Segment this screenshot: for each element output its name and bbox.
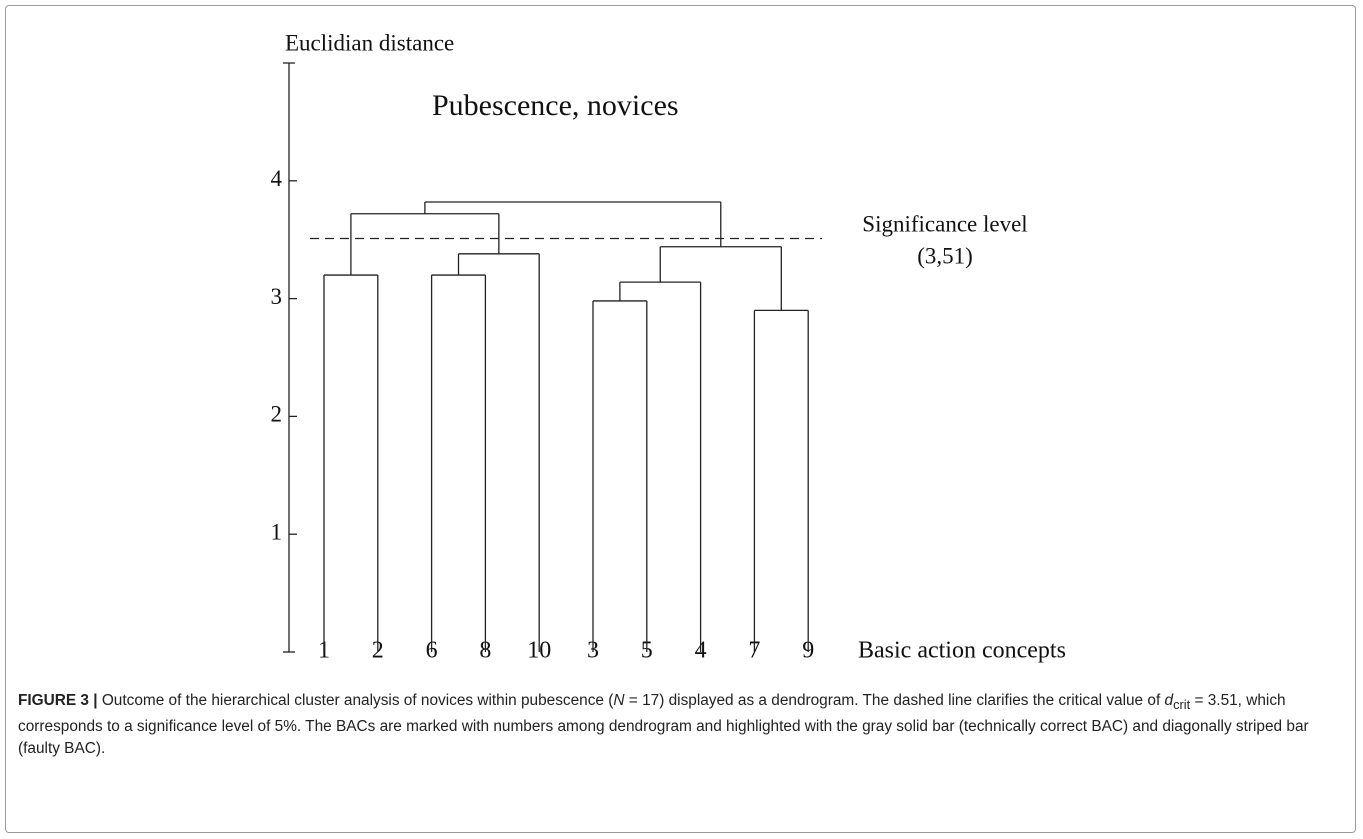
- caption-italic: N: [613, 692, 625, 709]
- caption-label: FIGURE 3 |: [18, 692, 98, 709]
- y-axis-label: Euclidian distance: [285, 30, 454, 55]
- y-tick-label: 1: [271, 519, 283, 544]
- y-tick-label: 4: [271, 166, 283, 191]
- chart-title: Pubescence, novices: [432, 89, 679, 122]
- caption: FIGURE 3 | Outcome of the hierarchical c…: [18, 690, 1350, 760]
- significance-name: Significance level: [862, 211, 1027, 236]
- caption-text: = 17) displayed as a dendrogram. The das…: [624, 692, 1165, 709]
- significance-label: (3,51): [917, 243, 973, 268]
- caption-text: Outcome of the hierarchical cluster anal…: [97, 692, 614, 709]
- caption-italic: d: [1164, 692, 1174, 709]
- x-axis-label: Basic action concepts: [858, 638, 1066, 664]
- figure-frame: [5, 5, 1356, 833]
- chart: Euclidian distance Pubescence, novices B…: [271, 30, 1066, 664]
- y-tick-label: 2: [271, 402, 283, 427]
- y-tick-label: 3: [271, 284, 283, 309]
- caption-text: = 3.51, which corresponds to a significa…: [18, 692, 1309, 758]
- caption-subscript: crit: [1173, 697, 1191, 713]
